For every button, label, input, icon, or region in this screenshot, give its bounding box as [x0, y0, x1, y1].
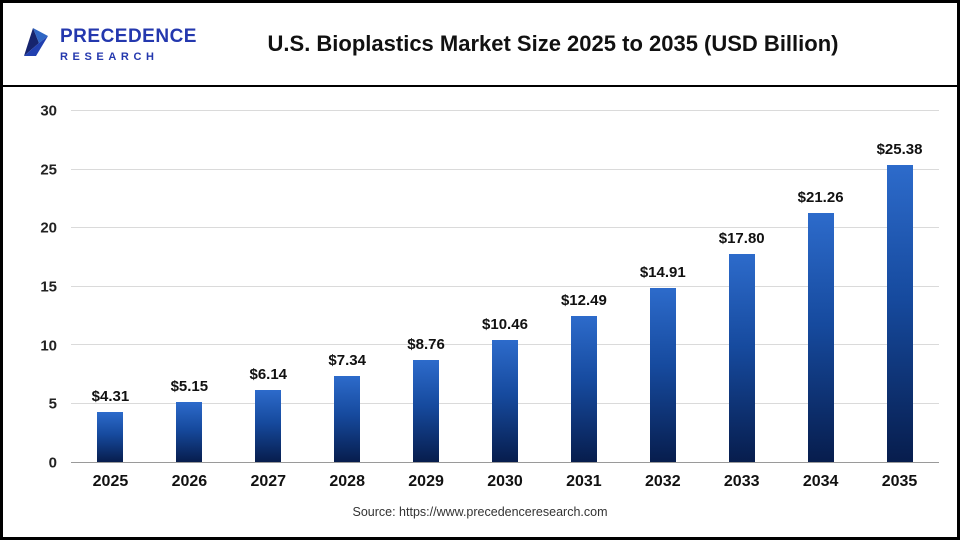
bar-value-label: $7.34	[328, 352, 366, 370]
x-tick-label-2033: 2033	[723, 473, 760, 490]
bar-2025	[97, 411, 124, 462]
chart-area: 0 5 10 15 20 25 30 $4.31 $5.15 $6.14 $7.34 $8.76 $1…	[3, 87, 957, 501]
x-tick-label-2025: 2025	[92, 473, 129, 490]
bar-2035	[886, 165, 913, 462]
bar-2032	[649, 287, 676, 462]
logo-line1: PRECEDENCE	[60, 25, 197, 47]
y-tick-label: 20	[40, 219, 57, 237]
bar-2034	[807, 213, 834, 462]
bar-columns: $4.31 $5.15 $6.14 $7.34 $8.76 $10.46 $12.49 $14…	[71, 111, 939, 462]
y-axis: 0 5 10 15 20 25 30	[13, 103, 71, 472]
plot-row: 0 5 10 15 20 25 30 $4.31 $5.15 $6.14 $7.34 $8.76 $1…	[13, 103, 939, 472]
x-tick-label-2031: 2031	[566, 473, 602, 490]
bar-column-2026: $5.15	[150, 111, 229, 462]
gridline	[71, 227, 939, 228]
bar-column-2028: $7.34	[308, 111, 387, 462]
bar-column-2033: $17.80	[702, 111, 781, 462]
bar-2026	[176, 401, 203, 462]
x-tick-label-2030: 2030	[487, 473, 523, 490]
logo-line2: RESEARCH	[60, 50, 159, 63]
bar-column-2027: $6.14	[229, 111, 308, 462]
bar-2029	[413, 359, 440, 462]
bar-value-label: $5.15	[170, 377, 209, 395]
x-axis-labels: 2025 2026 2027 2028 2029 2030 2031 2032 2033 2034…	[71, 463, 939, 501]
logo-text: PRECEDENCE RESEARCH	[60, 26, 197, 63]
footer: Source: https://www.precedenceresearch.c…	[3, 501, 957, 537]
precedence-research-logo-icon	[21, 26, 51, 63]
bar-value-label: $10.46	[482, 315, 528, 333]
gridline	[71, 285, 939, 287]
x-tick-label-2035: 2035	[881, 473, 918, 490]
x-tick-label-2034: 2034	[802, 473, 839, 490]
gridline	[71, 168, 939, 170]
bar-column-2025: $4.31	[71, 111, 150, 462]
bar-value-label: $8.76	[407, 335, 445, 353]
bar-value-label: $14.91	[639, 263, 686, 281]
bar-value-label: $21.26	[797, 189, 844, 207]
x-tick-label-2027: 2027	[250, 473, 287, 490]
y-tick-label: 0	[48, 454, 57, 472]
source-text: Source: https://www.precedenceresearch.c…	[352, 505, 608, 519]
bar-value-label: $6.14	[249, 366, 288, 384]
bar-value-label: $25.38	[876, 141, 923, 159]
bar-column-2034: $21.26	[781, 111, 860, 462]
y-tick-label: 5	[48, 395, 57, 413]
bar-2033	[728, 253, 755, 462]
header: PRECEDENCE RESEARCH U.S. Bioplastics Mar…	[3, 3, 957, 87]
x-tick-label-2026: 2026	[171, 473, 208, 490]
y-tick-label: 10	[40, 337, 57, 355]
bar-2028	[334, 376, 361, 462]
x-tick-label-2028: 2028	[329, 473, 365, 490]
y-tick-label: 30	[40, 102, 57, 120]
bar-column-2031: $12.49	[544, 111, 623, 462]
gridline	[71, 110, 939, 111]
bar-column-2029: $8.76	[387, 111, 466, 462]
logo: PRECEDENCE RESEARCH	[21, 26, 237, 63]
x-tick-label-2032: 2032	[645, 473, 681, 490]
y-tick-label: 25	[40, 161, 57, 179]
bar-2027	[255, 390, 282, 462]
bar-2030	[491, 339, 518, 462]
plot-area: $4.31 $5.15 $6.14 $7.34 $8.76 $10.46 $12.49 $14…	[71, 110, 939, 463]
bar-value-label: $4.31	[91, 387, 130, 405]
y-tick-label: 15	[40, 278, 57, 296]
bar-column-2032: $14.91	[623, 111, 702, 462]
bar-value-label: $12.49	[560, 291, 607, 309]
x-tick-label-2029: 2029	[408, 473, 444, 490]
bar-2031	[570, 315, 597, 462]
bar-column-2030: $10.46	[466, 111, 545, 462]
chart-title: U.S. Bioplastics Market Size 2025 to 203…	[267, 31, 839, 56]
bar-column-2035: $25.38	[860, 111, 939, 462]
bar-value-label: $17.80	[718, 229, 765, 247]
